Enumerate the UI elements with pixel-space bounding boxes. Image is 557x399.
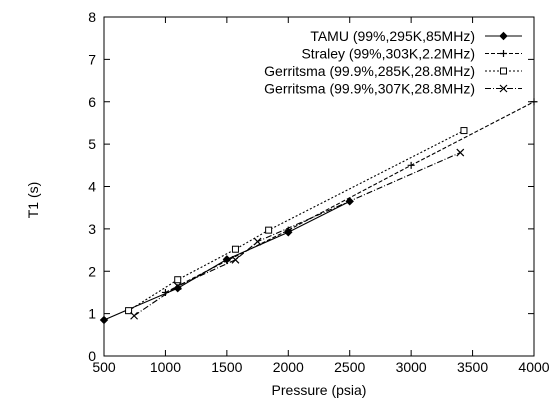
series-4-point [253, 237, 262, 246]
y-axis-ticks: 0 1 2 3 4 5 6 7 8 [88, 9, 534, 364]
legend-label: TAMU (99%,295K,85MHz) [310, 28, 475, 44]
x-axis-ticks: 500 1000 1500 2000 2500 3000 3500 4000 [92, 17, 550, 375]
y-tick-label: 7 [88, 51, 96, 67]
series-1-point [99, 315, 109, 325]
x-tick-label: 2000 [273, 359, 304, 375]
x-tick-label: 2500 [334, 359, 365, 375]
y-tick-label: 2 [88, 263, 96, 279]
series-3-line [128, 130, 465, 312]
legend-swatch-marker [500, 67, 507, 75]
series-4-point [231, 255, 240, 264]
series-4-point [456, 148, 465, 157]
legend-label: Straley (99%,303K,2.2MHz) [301, 46, 475, 62]
x-tick-label: 500 [92, 359, 116, 375]
series-2-point [530, 98, 538, 106]
series-3-point [125, 307, 133, 315]
y-axis-label: T1 (s) [25, 182, 41, 219]
series-2 [161, 98, 538, 296]
legend-label: Gerritsma (99.9%,285K,28.8MHz) [264, 63, 475, 79]
legend-item: Gerritsma (99.9%,307K,28.8MHz) [264, 81, 522, 97]
legend-item: Straley (99%,303K,2.2MHz) [301, 46, 522, 62]
y-tick-label: 3 [88, 221, 96, 237]
legend-item: Gerritsma (99.9%,285K,28.8MHz) [264, 63, 522, 79]
legend-label: Gerritsma (99.9%,307K,28.8MHz) [264, 81, 475, 97]
series-3-point [174, 276, 182, 284]
y-tick-label: 4 [88, 179, 96, 195]
series-3 [125, 127, 468, 315]
x-tick-label: 3000 [396, 359, 427, 375]
legend-swatch-marker [499, 31, 508, 41]
y-tick-label: 5 [88, 136, 96, 152]
series-layer [99, 98, 538, 325]
y-tick-label: 6 [88, 94, 96, 110]
series-4-line [133, 152, 461, 317]
legend: TAMU (99%,295K,85MHz) Straley (99%,303K,2… [264, 28, 522, 97]
y-tick-label: 8 [88, 9, 96, 25]
series-3-point [265, 226, 273, 234]
series-2-point [407, 161, 415, 169]
legend-swatch-marker [499, 84, 508, 93]
legend-item: TAMU (99%,295K,85MHz) [310, 28, 522, 44]
x-tick-label: 1500 [211, 359, 242, 375]
series-2-line [165, 101, 535, 293]
x-tick-label: 3500 [457, 359, 488, 375]
y-tick-label: 0 [88, 348, 96, 364]
series-2-point [223, 257, 231, 265]
series-4-point [173, 282, 182, 291]
series-4-point [130, 311, 139, 320]
legend-swatch-marker [500, 50, 507, 57]
x-tick-label: 4000 [518, 359, 549, 375]
x-axis-label: Pressure (psia) [272, 382, 367, 398]
series-3-point [460, 127, 468, 135]
y-tick-label: 1 [88, 306, 96, 322]
x-tick-label: 1000 [150, 359, 181, 375]
series-3-point [231, 245, 239, 253]
series-4 [130, 148, 465, 320]
